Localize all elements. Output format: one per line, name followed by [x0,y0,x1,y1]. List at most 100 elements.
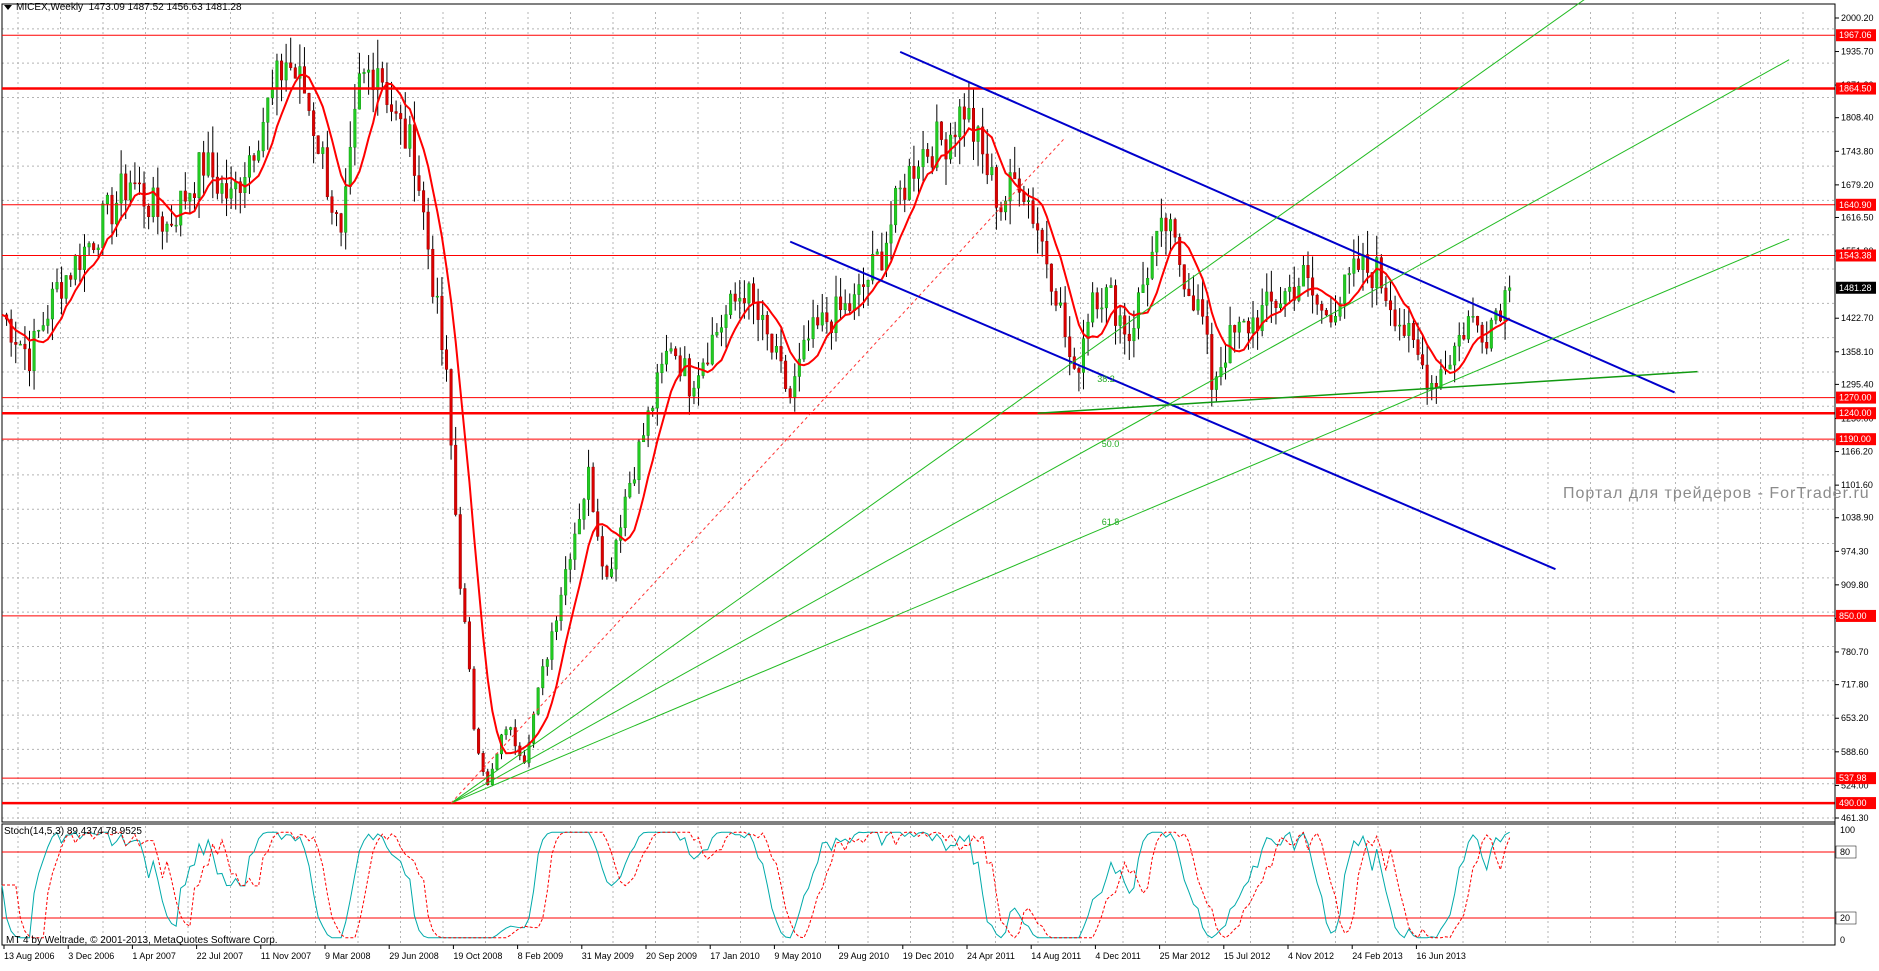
x-tick-label: 24 Apr 2011 [967,951,1015,961]
dropdown-arrow-icon[interactable] [4,4,12,10]
candle [990,153,994,181]
candle [916,160,921,193]
candle-body [724,314,728,328]
candle-body [1269,291,1273,302]
candle [1453,342,1457,383]
candle [1311,256,1315,314]
candle [912,145,916,192]
candle [683,346,687,377]
fib-label: 50.0 [1102,439,1120,449]
candle [477,727,481,755]
candle [160,211,164,250]
candle-body [871,254,875,281]
fan-line [450,59,1790,804]
candle [1384,276,1388,307]
candle-body [137,182,141,185]
candle-body [367,69,371,73]
candle [1301,255,1305,287]
y-tick-label: 1679.20 [1841,180,1874,190]
y-tick-label: 524.00 [1841,780,1869,790]
candle-body [1434,383,1438,388]
candle-body [1132,327,1136,342]
candle-body [958,106,962,138]
candle-body [321,147,325,154]
candle-body [1091,292,1095,323]
candle-body [316,135,320,154]
candle-body [852,294,856,311]
candle-body [105,194,109,205]
candle-body [147,205,151,217]
candle [422,181,426,230]
candle-body [715,331,719,336]
candle [1329,296,1333,328]
candle-body [1155,230,1159,253]
candle [600,526,604,580]
candle [1242,318,1246,323]
candle [179,190,183,237]
candle [202,140,206,194]
candle-body [192,193,196,198]
candle-body [1114,285,1118,326]
candle [852,283,856,320]
candle-body [1246,320,1250,334]
candle [1288,274,1292,305]
candle-body [1393,309,1397,327]
candle-body [710,334,714,365]
candle [234,171,238,210]
candle [1191,275,1195,312]
y-tick-label: 461.30 [1841,813,1869,823]
candle [1146,267,1150,307]
candle-body [628,482,632,498]
candle [1182,264,1186,297]
candle [761,300,765,341]
candle [1265,273,1269,323]
y-tick-label: 1935.70 [1841,47,1874,57]
x-tick-label: 14 Aug 2011 [1031,951,1081,961]
candle-body [669,348,673,352]
candle [1155,230,1159,267]
level-price-label: 537.98 [1839,773,1867,783]
candle [504,726,508,740]
candle-body [779,346,783,362]
candle [898,180,902,205]
candle-body [843,303,847,311]
candle-body [46,318,50,326]
candle-body [1036,223,1040,231]
candle [463,583,467,624]
candle [1104,284,1108,325]
candle [87,241,91,256]
candle-body [1095,292,1099,310]
candle [1489,317,1493,352]
candle-body [1237,321,1241,333]
x-tick-label: 16 Jun 2013 [1416,951,1466,961]
candle [215,152,219,200]
candle-body [110,194,114,225]
candle-body [573,533,577,560]
candle-body [756,302,760,320]
candle [1013,146,1017,180]
candle [926,143,930,164]
candle [1224,343,1228,380]
candle [509,726,513,736]
candle [949,122,953,164]
candle-body [1347,273,1351,276]
x-tick-label: 25 Mar 2012 [1160,951,1211,961]
candle [554,616,558,641]
candle [939,121,943,146]
candle [871,230,875,285]
candle-body [632,479,636,484]
candle-body [976,126,980,142]
candle [834,275,838,342]
candle-body [752,283,756,304]
candle [894,185,898,233]
candle [1297,277,1301,303]
candle [1114,279,1118,345]
candle-body [1017,178,1021,193]
candle-body [133,182,137,185]
candle [14,321,18,364]
channel-upper-line [899,50,1676,394]
candle-body [1489,319,1493,349]
candle-body [1228,325,1232,364]
